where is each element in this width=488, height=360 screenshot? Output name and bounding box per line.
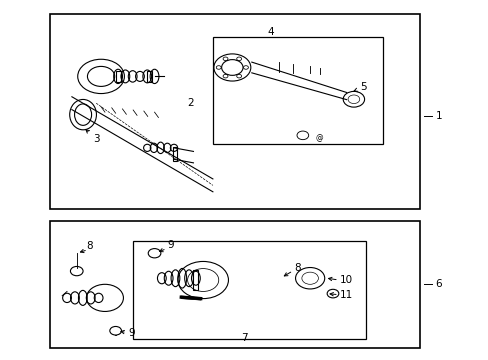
Bar [172,147,177,161]
Text: 1: 1 [435,111,442,121]
Text: 11: 11 [339,290,352,300]
Text: @: @ [314,133,322,142]
Text: 4: 4 [267,27,274,37]
Bar [193,270,198,290]
Text: 5: 5 [353,82,366,92]
Bar [132,241,366,339]
Text: 9: 9 [128,328,135,338]
Bar [212,37,382,144]
Text: 9: 9 [167,240,174,250]
Text: 6: 6 [435,279,442,289]
Text: 7: 7 [241,333,247,343]
Text: 8: 8 [294,262,301,273]
Text: 8: 8 [86,241,93,251]
Bar [50,14,419,208]
Text: 10: 10 [339,275,352,285]
Text: 3: 3 [86,130,100,144]
Bar [116,71,120,82]
Text: 2: 2 [187,98,194,108]
Bar [50,221,419,348]
Bar [147,71,152,82]
